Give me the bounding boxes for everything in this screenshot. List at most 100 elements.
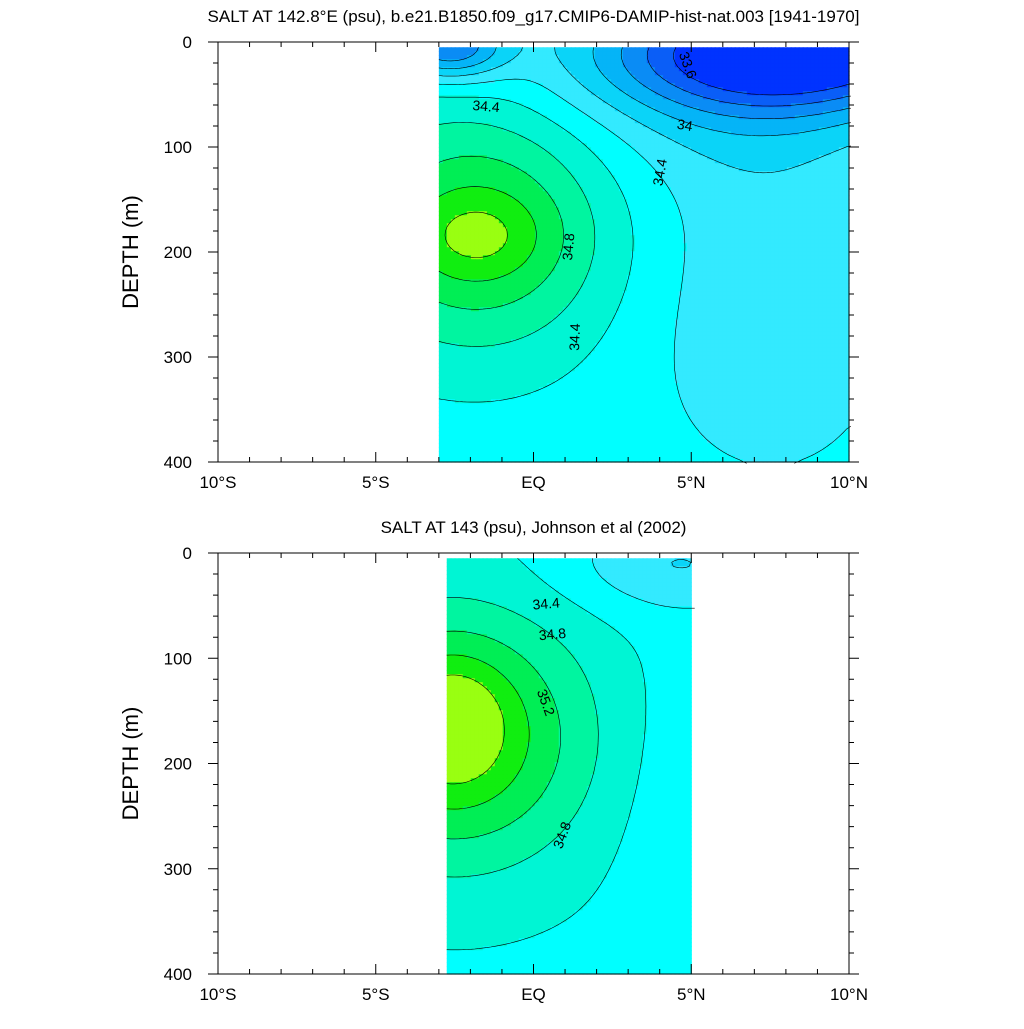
contour-cell (770, 123, 776, 128)
contour-cell (554, 187, 560, 192)
contour-cell (682, 195, 688, 200)
contour-cell (634, 135, 640, 140)
contour-cell (574, 163, 580, 168)
contour-cell (586, 103, 592, 108)
contour-cell (718, 123, 724, 128)
contour-cell (846, 211, 850, 216)
contour-cell (690, 75, 696, 80)
contour-cell (466, 227, 472, 232)
contour-cell (610, 179, 616, 184)
contour-cell (586, 99, 592, 104)
contour-cell (482, 155, 488, 160)
contour-cell (686, 195, 692, 200)
contour-cell (786, 143, 792, 148)
contour-cell (514, 71, 520, 76)
contour-cell (634, 171, 640, 176)
contour-cell (614, 219, 620, 224)
contour-cell (810, 79, 816, 84)
contour-cell (758, 215, 764, 220)
contour-cell (474, 115, 480, 120)
contour-cell (650, 47, 656, 52)
contour-cell (766, 123, 772, 128)
contour-cell (510, 211, 516, 216)
contour-cell (678, 135, 684, 140)
contour-cell (610, 55, 616, 60)
contour-cell (582, 179, 588, 184)
contour-cell (570, 167, 576, 172)
contour-cell (686, 227, 692, 232)
contour-cell (598, 131, 604, 136)
contour-cell (650, 199, 656, 204)
contour-cell (606, 139, 612, 144)
contour-cell (482, 235, 488, 240)
contour-cell (750, 183, 756, 188)
contour-cell (758, 107, 764, 112)
contour-cell (598, 235, 604, 240)
contour-cell (822, 111, 828, 116)
contour-cell (762, 187, 768, 192)
contour-cell (486, 187, 492, 192)
contour-cell (486, 47, 492, 52)
contour-cell (698, 91, 704, 96)
contour-cell (794, 123, 800, 128)
contour-cell (562, 175, 568, 180)
contour-cell (654, 187, 660, 192)
contour-cell (526, 235, 532, 240)
contour-cell (506, 235, 512, 240)
contour-cell (550, 219, 556, 224)
contour-cell (754, 175, 760, 180)
contour-cell (470, 59, 476, 64)
contour-cell (546, 231, 552, 236)
contour-cell (826, 199, 832, 204)
contour-cell (698, 179, 704, 184)
contour-cell (442, 63, 448, 68)
contour-cell (750, 111, 756, 116)
contour-cell (486, 171, 492, 176)
contour-cell (714, 155, 720, 160)
contour-cell (730, 71, 736, 76)
contour-cell (690, 127, 696, 132)
contour-cell (670, 167, 676, 172)
contour-cell (806, 63, 812, 68)
contour-cell (786, 55, 792, 60)
contour-cell (798, 179, 804, 184)
contour-cell (774, 227, 780, 232)
contour-cell (574, 151, 580, 156)
contour-cell (438, 227, 444, 232)
contour-cell (674, 79, 680, 84)
contour-cell (678, 167, 684, 172)
contour-cell (822, 191, 828, 196)
contour-cell (606, 159, 612, 164)
contour-cell (518, 107, 524, 112)
contour-cell (790, 143, 796, 148)
contour-cell (810, 179, 816, 184)
contour-cell (734, 107, 740, 112)
contour-cell (462, 111, 468, 116)
contour-cell (458, 127, 464, 132)
contour-cell (518, 215, 524, 220)
contour-cell (510, 119, 516, 124)
contour-cell (798, 135, 804, 140)
contour-cell (438, 75, 444, 80)
contour-cell (446, 135, 452, 140)
contour-cell (554, 103, 560, 108)
contour-cell (722, 191, 728, 196)
contour-cell (774, 127, 780, 132)
contour-cell (738, 123, 744, 128)
contour-cell (846, 167, 850, 172)
contour-cell (822, 167, 828, 172)
contour-cell (682, 79, 688, 84)
contour-cell (546, 219, 552, 224)
contour-cell (526, 199, 532, 204)
contour-cell (502, 135, 508, 140)
contour-cell (566, 171, 572, 176)
contour-cell (550, 75, 556, 80)
contour-cell (786, 83, 792, 88)
contour-cell (614, 239, 620, 244)
contour-cell (774, 159, 780, 164)
contour-cell (834, 219, 840, 224)
contour-cell (514, 99, 520, 104)
contour-cell (826, 159, 832, 164)
contour-cell (698, 99, 704, 104)
contour-cell (754, 187, 760, 192)
